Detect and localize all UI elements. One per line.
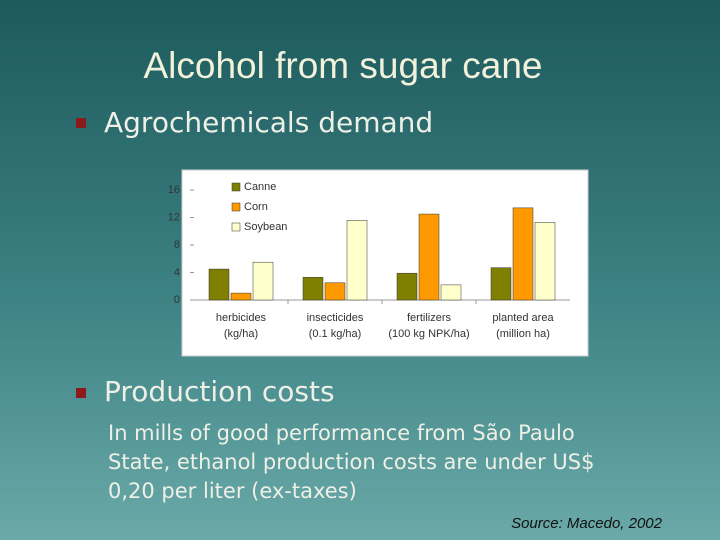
legend-swatch: [231, 222, 241, 232]
bar: [230, 292, 252, 301]
legend-label: Canne: [244, 181, 276, 193]
y-tick-label: 16: [168, 184, 180, 196]
bar: [396, 272, 418, 301]
chart: 0 4 8 12 16 herbicides (kg/ha) insecticides (0.1…: [168, 181, 570, 340]
x-tick-label: planted area: [492, 312, 554, 324]
y-tick-label: 4: [174, 266, 180, 278]
bar: [440, 284, 462, 301]
legend-swatch: [231, 182, 241, 192]
bar: [512, 207, 534, 301]
legend-swatch: [231, 202, 241, 212]
slide-title: Alcohol from sugar cane: [144, 45, 543, 86]
bullet-marker: [76, 388, 86, 398]
x-tick-label: (kg/ha): [224, 328, 258, 340]
bar: [208, 268, 230, 301]
bullet-text: Agrochemicals demand: [104, 106, 433, 139]
bar: [418, 213, 440, 301]
y-tick-label: 0: [174, 294, 180, 306]
legend-label: Soybean: [244, 221, 287, 233]
bar: [490, 267, 512, 301]
bullet-marker: [76, 118, 86, 128]
y-tick-label: 12: [168, 211, 180, 223]
x-tick-label: (million ha): [496, 328, 550, 340]
x-tick-label: insecticides: [307, 312, 364, 324]
bar: [534, 222, 556, 301]
paragraph-line: State, ethanol production costs are unde…: [108, 450, 594, 474]
x-tick-label: herbicides: [216, 312, 267, 324]
bar: [302, 277, 324, 301]
x-tick-label: (100 kg NPK/ha): [388, 328, 469, 340]
bar: [346, 220, 368, 301]
paragraph-line: In mills of good performance from São Pa…: [108, 421, 575, 445]
x-tick-label: fertilizers: [407, 312, 452, 324]
x-tick-label: (0.1 kg/ha): [309, 328, 362, 340]
bullet-text: Production costs: [104, 375, 335, 408]
source: Source: Macedo, 2002: [511, 515, 663, 532]
paragraph-line: 0,20 per liter (ex-taxes): [108, 479, 357, 503]
bar: [324, 282, 346, 301]
legend-label: Corn: [244, 201, 268, 213]
y-tick-label: 8: [174, 239, 180, 251]
bar: [252, 261, 274, 301]
